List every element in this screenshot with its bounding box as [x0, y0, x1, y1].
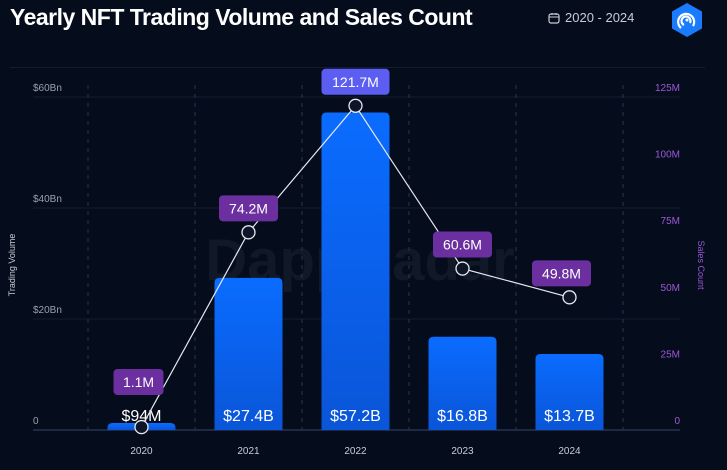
x-tick-label: 2021 — [237, 446, 260, 457]
page-title: Yearly NFT Trading Volume and Sales Coun… — [10, 4, 473, 30]
y2-tick-label: 125M — [655, 83, 680, 94]
y-tick-label: $60Bn — [33, 83, 62, 94]
sales-label-box — [532, 260, 591, 287]
bar — [535, 353, 604, 430]
sales-label: 1.1M — [123, 374, 154, 390]
date-range[interactable]: 2020 - 2024 — [548, 10, 634, 25]
sales-label: 74.2M — [229, 200, 268, 216]
x-tick-label: 2022 — [344, 446, 367, 457]
sales-point — [562, 290, 577, 305]
y-tick-label: $40Bn — [33, 194, 62, 205]
x-tick-label: 2024 — [558, 446, 581, 457]
dappradar-logo — [672, 3, 702, 37]
y-tick-label: 0 — [33, 416, 39, 427]
bar-value-label: $16.8B — [437, 408, 488, 425]
sales-label-box — [433, 231, 492, 258]
sales-line — [140, 104, 570, 428]
y-tick-label: $20Bn — [33, 305, 62, 316]
header-divider — [10, 67, 705, 68]
bar — [107, 423, 176, 430]
bar-value-label: $57.2B — [330, 408, 381, 425]
y2-axis-label: Sales Count — [696, 240, 706, 290]
watermark: DappRadar — [205, 228, 514, 293]
sales-label: 49.8M — [542, 265, 581, 281]
x-tick-label: 2023 — [451, 446, 474, 457]
sales-label-box — [219, 195, 278, 222]
bar-value-label: $27.4B — [223, 408, 274, 425]
bar — [214, 277, 283, 430]
sales-point — [455, 261, 470, 276]
y2-tick-label: 0 — [674, 416, 680, 427]
y2-tick-label: 25M — [661, 349, 680, 360]
y2-tick-label: 100M — [655, 150, 680, 161]
bar — [428, 336, 497, 430]
sales-point — [348, 98, 363, 113]
sales-label-box — [321, 68, 390, 95]
sales-label: 60.6M — [443, 237, 482, 253]
calendar-icon — [548, 12, 560, 24]
sales-point — [134, 419, 149, 435]
date-range-text: 2020 - 2024 — [565, 10, 635, 25]
bar-value-label: $94M — [121, 408, 161, 425]
bar-value-label: $13.7B — [544, 408, 595, 425]
x-tick-label: 2020 — [130, 446, 153, 457]
sales-point — [241, 225, 256, 240]
y2-tick-label: 50M — [661, 283, 680, 294]
sales-label: 121.7M — [332, 74, 379, 90]
bar — [321, 112, 390, 430]
sales-label-box — [113, 369, 164, 395]
y2-tick-label: 75M — [661, 216, 680, 227]
y-axis-label: Trading Volume — [7, 234, 17, 297]
